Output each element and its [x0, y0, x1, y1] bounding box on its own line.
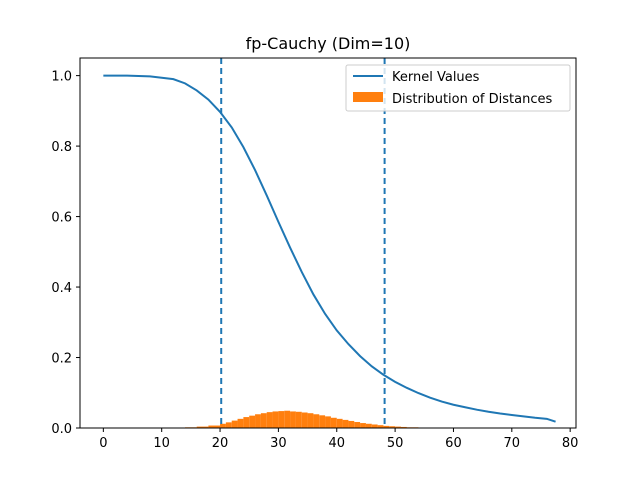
axes-frame [79, 57, 577, 429]
histogram-bar [225, 422, 232, 428]
x-tick-label: 10 [153, 436, 170, 451]
y-tick-label: 0.6 [51, 211, 72, 226]
x-tick-label: 50 [387, 436, 404, 451]
x-tick-label: 40 [328, 436, 345, 451]
x-tick-label: 80 [562, 436, 579, 451]
histogram-bar [400, 426, 407, 428]
histogram-bar [290, 411, 296, 428]
histogram-bar [319, 415, 326, 428]
histogram-bar [365, 423, 372, 428]
histogram-bar [272, 411, 279, 428]
x-tick-label: 30 [270, 436, 287, 451]
histogram-bar [360, 423, 366, 428]
y-tick-label: 0.2 [51, 352, 72, 367]
kernel-values-line [103, 74, 556, 423]
histogram-bar [266, 412, 273, 428]
legend-frame [345, 64, 571, 112]
histogram-bar [389, 426, 396, 428]
histogram-bar [295, 411, 302, 428]
histogram-bar [301, 412, 308, 428]
histogram-bar [220, 423, 226, 428]
x-tick-label: 60 [445, 436, 462, 451]
histogram-bar [278, 411, 285, 428]
histogram-bar [330, 417, 337, 428]
legend-label-kernel: Kernel Values [392, 70, 480, 85]
y-tick-label: 0.4 [51, 281, 72, 296]
histogram-bar [342, 419, 349, 428]
x-tick-label: 0 [99, 436, 107, 451]
x-tick-label: 70 [504, 436, 521, 451]
histogram-bar [208, 425, 221, 428]
histogram-bar [307, 413, 314, 428]
legend-label-distribution: Distribution of Distances [392, 92, 552, 107]
legend-bar-swatch [353, 92, 383, 102]
y-tick-label: 0.8 [51, 140, 72, 155]
histogram-bar [383, 425, 390, 428]
histogram-bar [336, 418, 343, 428]
histogram-bar [231, 420, 238, 428]
histogram-bar [371, 424, 378, 428]
histogram-bar [348, 420, 355, 428]
histogram-bar [249, 415, 256, 428]
histogram-bar [243, 417, 250, 428]
histogram-bar [196, 426, 209, 428]
histogram-bar [354, 422, 361, 428]
histogram-bar [284, 410, 291, 428]
histogram-bar [260, 413, 267, 428]
histogram-bar [395, 426, 401, 428]
legend: Kernel Values Distribution of Distances [345, 64, 571, 112]
chart-title: fp-Cauchy (Dim=10) [246, 34, 411, 53]
histogram-bar [325, 416, 331, 428]
x-tick-label: 20 [212, 436, 229, 451]
histogram-bar [377, 425, 384, 428]
plot-area: 0 10 20 30 40 50 60 70 80 0.0 0.2 0.4 0.6 0.8 1.0 [51, 57, 579, 451]
y-tick-label: 0.0 [51, 422, 72, 437]
y-tick-label: 1.0 [51, 70, 72, 85]
histogram-bar [255, 414, 261, 428]
histogram-bar [313, 414, 320, 428]
histogram-bar [237, 418, 244, 428]
